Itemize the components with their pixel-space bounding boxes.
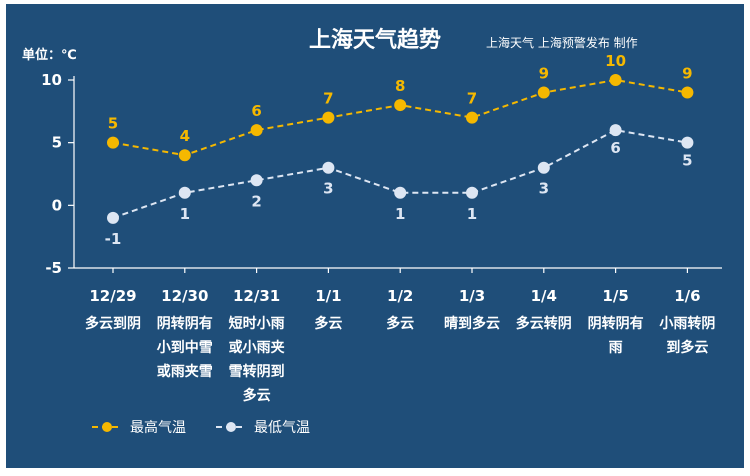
low-temp-point (681, 136, 694, 149)
low-temp-label: 3 (323, 180, 333, 198)
high-temp-point (466, 111, 478, 124)
weather-text: 或小雨夹 (229, 339, 285, 356)
x-tick-label: 1/2 (387, 287, 413, 305)
weather-text: 阴转阴有 (157, 315, 213, 332)
low-temp-point (250, 174, 263, 187)
weather-text: 多云到阴 (85, 315, 141, 332)
y-tick-label: 10 (41, 71, 62, 89)
high-temp-point (609, 74, 622, 86)
low-temp-point (107, 211, 119, 224)
high-temp-point (322, 111, 335, 124)
weather-text: 雪转阴到 (229, 363, 285, 380)
low-temp-point (466, 186, 478, 199)
low-temp-label: -1 (105, 230, 122, 248)
high-temp-label: 6 (251, 102, 261, 120)
weather-text: 多云 (243, 387, 271, 404)
low-temp-label: 1 (180, 205, 190, 223)
high-temp-label: 9 (682, 65, 692, 83)
x-tick-label: 1/3 (459, 287, 485, 305)
x-tick-label: 1/4 (531, 287, 557, 305)
y-tick-label: 0 (52, 196, 62, 214)
high-temp-point (681, 86, 694, 99)
high-temp-point (537, 86, 550, 99)
weather-text: 阴转阴有 (588, 315, 644, 332)
high-temp-label: 9 (539, 65, 549, 83)
legend-label: 最高气温 (130, 419, 186, 436)
x-tick-label: 1/6 (674, 287, 700, 305)
credit-text: 上海天气 上海预警发布 制作 (486, 36, 638, 50)
high-temp-label: 5 (108, 115, 118, 133)
y-tick-label: -5 (45, 259, 62, 277)
unit-label: 单位：℃ (22, 48, 77, 63)
high-temp-label: 10 (605, 52, 626, 70)
chart-panel: 上海天气趋势 上海天气 上海预警发布 制作 单位：℃ -5 0 5 10 12/29 多云… (6, 4, 744, 468)
x-tick-label: 1/1 (315, 287, 341, 305)
low-temp-point (609, 124, 622, 137)
high-temp-point (250, 124, 263, 137)
low-temp-point (394, 186, 407, 199)
weather-text: 多云 (386, 315, 414, 332)
weather-text: 雨 (609, 340, 623, 356)
high-temp-point (107, 136, 119, 149)
low-temp-point (178, 186, 191, 199)
weather-text: 或雨夹雪 (157, 363, 213, 380)
low-temp-label: 3 (539, 180, 549, 198)
low-temp-label: 6 (610, 139, 620, 157)
high-temp-label: 8 (395, 77, 405, 95)
high-temp-point (394, 99, 407, 112)
x-tick-label: 12/29 (89, 287, 136, 305)
x-tick-label: 12/31 (233, 287, 280, 305)
weather-text: 小雨转阴 (659, 315, 715, 332)
low-temp-label: 1 (467, 205, 477, 223)
weather-text: 小到中雪 (157, 339, 213, 356)
weather-text: 到多云 (666, 339, 708, 356)
legend-label: 最低气温 (254, 420, 310, 436)
high-temp-label: 7 (323, 90, 333, 108)
low-temp-line (112, 129, 688, 219)
weather-text: 多云 (314, 315, 342, 332)
legend-marker (102, 422, 112, 432)
low-temp-point (322, 161, 335, 174)
low-temp-point (537, 161, 550, 174)
high-temp-label: 7 (467, 90, 477, 108)
weather-text: 多云转阴 (516, 315, 572, 332)
x-tick-label: 12/30 (161, 287, 208, 305)
low-temp-label: 1 (395, 205, 405, 223)
weather-text: 晴到多云 (444, 315, 500, 332)
low-temp-label: 2 (251, 192, 261, 210)
low-temp-label: 5 (682, 152, 692, 170)
legend-marker (226, 422, 236, 432)
high-temp-label: 4 (180, 127, 190, 145)
high-temp-point (178, 149, 191, 162)
chart-title: 上海天气趋势 (308, 28, 441, 53)
weather-text: 短时小雨 (229, 315, 285, 332)
x-tick-label: 1/5 (602, 287, 628, 305)
y-tick-label: 5 (52, 134, 62, 152)
